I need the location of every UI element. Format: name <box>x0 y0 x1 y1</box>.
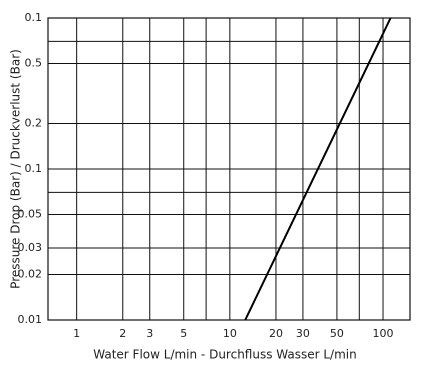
y-axis-label: Pressure Drop (Bar) / Druckverlust (Bar) <box>9 49 23 289</box>
y-tick-label: 0.2 <box>25 117 43 130</box>
x-tick-label: 30 <box>296 327 310 340</box>
y-tick-label: 0.01 <box>18 313 43 326</box>
x-axis-label: Water Flow L/min - Durchfluss Wasser L/m… <box>93 348 356 362</box>
x-tick-label: 1 <box>73 327 80 340</box>
x-tick-label: 3 <box>146 327 153 340</box>
y-tick-label: 0.5 <box>25 56 43 69</box>
x-tick-label: 5 <box>180 327 187 340</box>
y-tick-label: 0.1 <box>25 162 43 175</box>
x-tick-label: 20 <box>269 327 283 340</box>
y-tick-label: 0.02 <box>18 268 43 281</box>
y-tick-label: 0.03 <box>18 241 43 254</box>
y-tick-label: 0.1 <box>25 11 43 24</box>
data-line <box>244 18 392 320</box>
x-tick-label: 10 <box>223 327 237 340</box>
x-tick-label: 2 <box>119 327 126 340</box>
x-tick-label: 100 <box>373 327 394 340</box>
x-tick-label: 50 <box>330 327 344 340</box>
y-tick-label: 0.05 <box>18 207 43 220</box>
